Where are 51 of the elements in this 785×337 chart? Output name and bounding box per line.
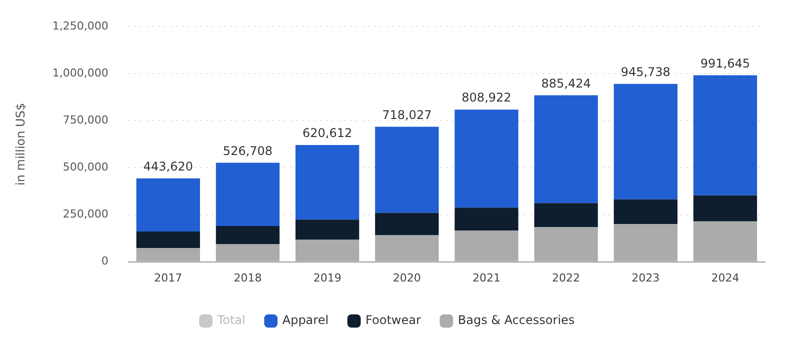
legend-label: Total: [216, 313, 246, 328]
total-label: 526,708: [222, 144, 273, 158]
bar: [136, 178, 200, 232]
bar: [693, 195, 758, 222]
bar: [295, 240, 360, 262]
x-tick-label: 2021: [472, 271, 500, 284]
bar: [454, 110, 518, 208]
bar: [216, 226, 280, 244]
bar: [216, 244, 280, 262]
x-tick-label: 2024: [711, 271, 740, 284]
total-label: 718,027: [382, 108, 432, 122]
total-label: 443,620: [143, 159, 193, 174]
total-label: 885,424: [541, 76, 591, 90]
y-tick-label: 500,000: [62, 160, 108, 174]
total-label: 620,612: [302, 126, 352, 140]
legend-label: Footwear: [366, 313, 421, 328]
y-tick-label: 1,000,000: [52, 66, 108, 80]
legend-label: Apparel: [282, 313, 329, 328]
x-tick-label: 2023: [632, 271, 660, 284]
x-tick-label: 2022: [552, 271, 580, 284]
bar: [216, 162, 280, 226]
bar: [534, 95, 598, 204]
bar: [375, 126, 439, 213]
x-tick-label: 2018: [234, 271, 262, 284]
total-label: 945,738: [620, 64, 670, 79]
y-tick-label: 1,250,000: [52, 19, 108, 32]
total-label: 808,922: [462, 90, 512, 105]
total-label: 991,645: [700, 56, 750, 70]
y-tick-label: 0: [101, 254, 108, 268]
x-tick-label: 2017: [154, 271, 182, 284]
x-tick-label: 2019: [313, 271, 342, 284]
bar: [614, 84, 678, 200]
legend-label: Bags & Accessories: [458, 313, 575, 328]
bar: [693, 221, 758, 262]
bar: [614, 199, 678, 224]
bar: [136, 232, 200, 248]
y-tick-label: 250,000: [62, 208, 108, 221]
bar: [136, 248, 200, 262]
bar: [534, 226, 598, 262]
bar: [295, 145, 360, 220]
bar: [375, 212, 439, 236]
bar: [534, 203, 598, 227]
y-axis-title: in million US$: [13, 102, 28, 186]
bar: [454, 230, 518, 262]
bar: [454, 208, 518, 231]
bar: [693, 75, 758, 196]
bar: [295, 220, 360, 240]
bar: [614, 224, 678, 262]
y-tick-label: 750,000: [62, 114, 108, 127]
bar: [375, 235, 439, 262]
x-tick-label: 2020: [392, 271, 421, 284]
